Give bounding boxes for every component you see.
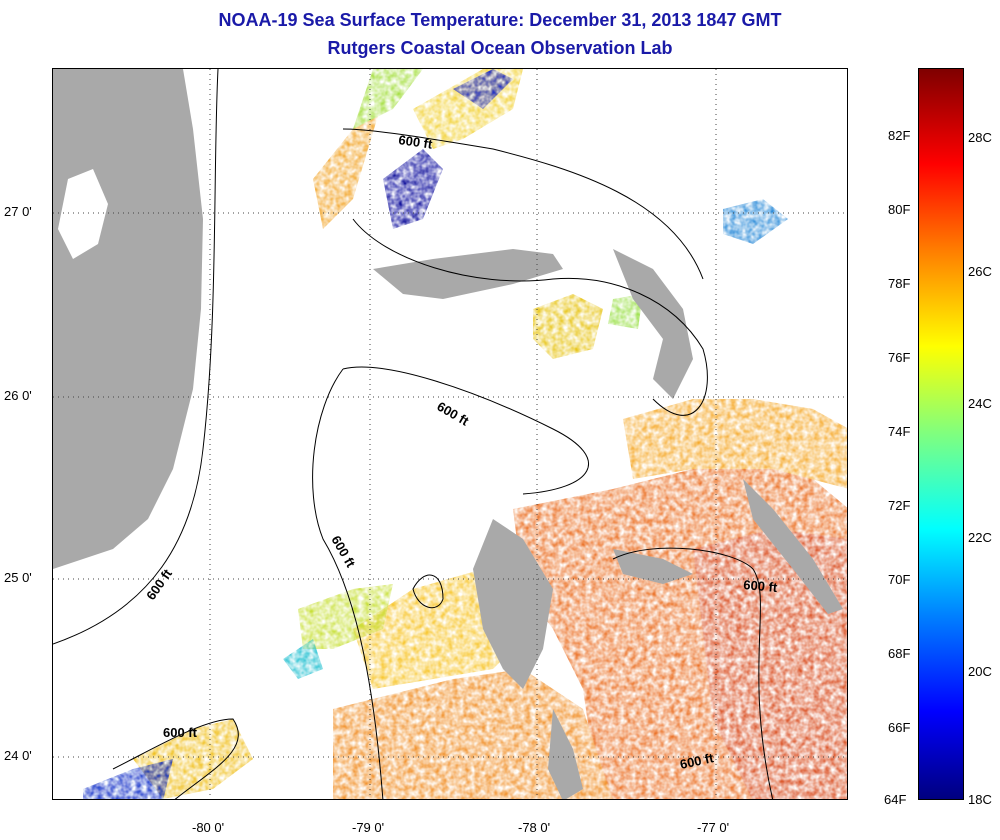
colorbar-c-tick: 26C: [968, 264, 992, 279]
contour-label: 600 ft: [328, 533, 358, 570]
colorbar-c-tick: 20C: [968, 664, 992, 679]
map-subtitle: Rutgers Coastal Ocean Observation Lab: [327, 38, 673, 58]
contour-label: 600 ft: [679, 750, 716, 772]
lat-tick: 27 0': [4, 204, 32, 219]
colorbar-f-tick: 74F: [888, 424, 911, 439]
map-title: NOAA-19 Sea Surface Temperature: Decembe…: [218, 10, 782, 30]
sst-cold-patches: [83, 69, 788, 799]
colorbar-f-tick: 80F: [888, 202, 911, 217]
lon-tick: -77 0': [697, 820, 730, 835]
colorbar-f-tick: 72F: [888, 498, 911, 513]
lat-tick: 26 0': [4, 388, 32, 403]
lat-tick: 25 0': [4, 570, 32, 585]
contour-label: 600 ft: [743, 577, 779, 595]
contour-label: 600 ft: [398, 132, 434, 152]
lon-tick: -79 0': [352, 820, 385, 835]
contour-label: 600 ft: [435, 399, 472, 429]
colorbar-f-tick: 64F: [884, 792, 907, 807]
lon-tick: -78 0': [518, 820, 551, 835]
colorbar-c-tick: 28C: [968, 130, 992, 145]
colorbar-c-tick: 24C: [968, 396, 992, 411]
lat-tick: 24 0': [4, 748, 32, 763]
sst-map: 600 ft 600 ft 600 ft 600 ft 600 ft 600 f…: [52, 68, 848, 800]
sst-map-canvas: 600 ft 600 ft 600 ft 600 ft 600 ft 600 f…: [53, 69, 847, 799]
colorbar-f-tick: 66F: [888, 720, 911, 735]
sst-warm-region: [333, 399, 847, 799]
colorbar-c-tick: 18C: [968, 792, 992, 807]
colorbar-f-tick: 70F: [888, 572, 911, 587]
contour-label: 600 ft: [163, 725, 198, 740]
colorbar-f-tick: 82F: [888, 128, 911, 143]
colorbar-c-tick: 22C: [968, 530, 992, 545]
colorbar-f-tick: 76F: [888, 350, 911, 365]
colorbar-f-tick: 68F: [888, 646, 911, 661]
lake-okeechobee: [58, 169, 108, 259]
graticule: [53, 69, 847, 799]
colorbar-f-tick: 78F: [888, 276, 911, 291]
lon-tick: -80 0': [192, 820, 225, 835]
isobath-600ft: [53, 69, 774, 799]
colorbar: [918, 68, 964, 800]
